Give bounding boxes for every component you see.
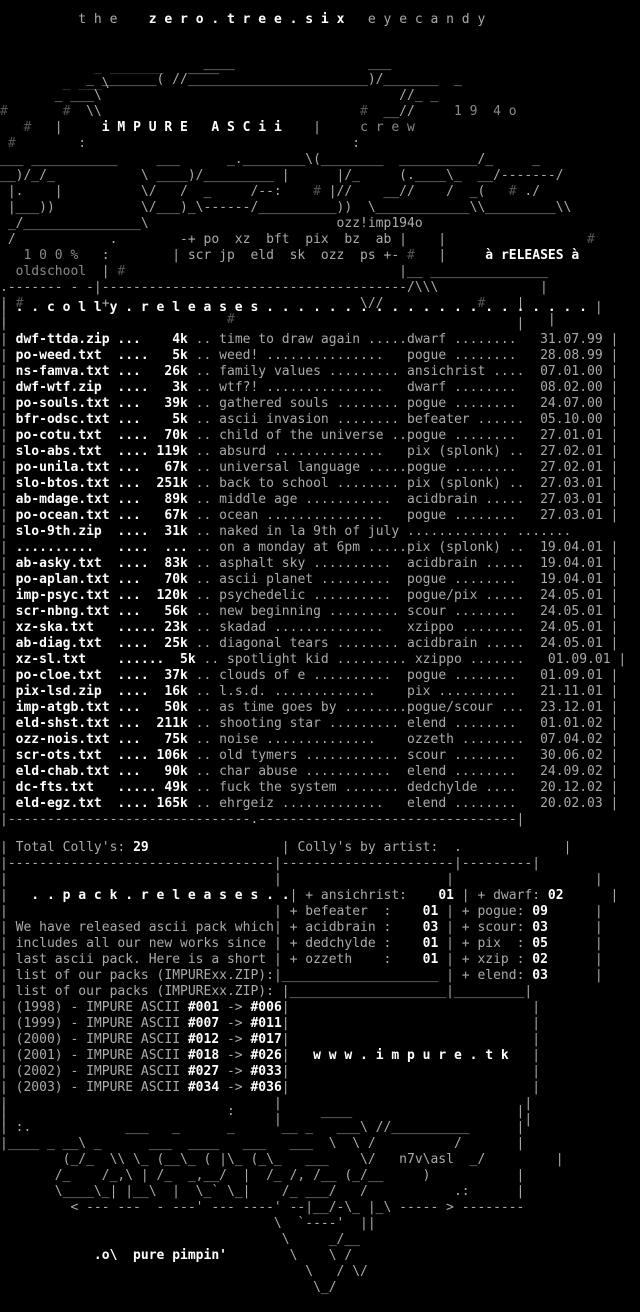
table-row[interactable]: | eld-shst.txt ... 211k .. shooting star…	[0, 716, 619, 731]
table-row[interactable]: | eld-egz.txt .... 165k .. ehrgeiz .....…	[0, 796, 619, 811]
table-row[interactable]: | dc-fts.txt ..... 49k .. fuck the syste…	[0, 780, 619, 795]
footer-signature: n7v\asl	[399, 1152, 454, 1167]
table-row[interactable]: | slo-abs.txt .... 119k .. absurd ......…	[0, 444, 619, 459]
table-row[interactable]: | po-cotu.txt .... 70k .. child of the u…	[0, 428, 619, 443]
table-row[interactable]: | .......... .... ... .. on a monday at …	[0, 540, 619, 555]
table-row[interactable]: | po-cloe.txt .... 37k .. clouds of e ..…	[0, 668, 619, 683]
table-row[interactable]: | scr-nbng.txt ... 56k .. new beginning …	[0, 604, 619, 619]
table-row[interactable]: | dwf-ttda.zip ... 4k .. time to draw ag…	[0, 332, 619, 347]
table-row[interactable]: | ab-mdage.txt ... 89k .. middle age ...…	[0, 492, 619, 507]
footer-ascii-art: | : ____ | | :. ___ _ _ __ _ ___\ //____…	[0, 1104, 564, 1295]
table-row[interactable]: | po-ocean.txt ... 67k .. ocean ........…	[0, 508, 619, 523]
table-row[interactable]: | po-souls.txt ... 39k .. gathered souls…	[0, 396, 619, 411]
title-center: z e r o . t r e e . s i x	[148, 12, 345, 27]
table-row[interactable]: | slo-btos.txt ... 251k .. back to schoo…	[0, 476, 619, 491]
page-title: t h e z e r o . t r e e . s i x e y e c …	[0, 12, 640, 28]
table-row[interactable]: | ns-famva.txt ... 26k .. family values …	[0, 364, 619, 379]
footer-tagline: .o\ pure pimpin'	[93, 1248, 227, 1263]
table-row[interactable]: | pix-lsd.zip .... 16k .. l.s.d. .......…	[0, 684, 619, 699]
table-row[interactable]: | po-unila.txt ... 67k .. universal lang…	[0, 460, 619, 475]
release-list: | dwf-ttda.zip ... 4k .. time to draw ag…	[0, 332, 640, 812]
table-row[interactable]: | ozz-nois.txt ... 75k .. noise ........…	[0, 732, 619, 747]
table-row[interactable]: | bfr-odsc.txt ... 5k .. ascii invasion …	[0, 412, 619, 427]
table-row[interactable]: | po-weed.txt .... 5k .. weed! .........…	[0, 348, 619, 363]
table-row[interactable]: | scr-ots.txt .... 106k .. old tymers ..…	[0, 748, 619, 763]
title-right: e y e c a n d y	[367, 12, 486, 27]
stats-and-packs-section: | Total Colly's: 29 | Colly's by artist:…	[0, 840, 619, 1127]
title-left: t h e	[78, 12, 118, 27]
logo-ascii-art: _ _______ ____ _ ___\	[0, 60, 220, 91]
table-row[interactable]: | imp-atgb.txt ... 50k .. as time goes b…	[0, 700, 619, 715]
colly-releases-section: | . . c o l l y . r e l e a s e s . . . …	[0, 300, 640, 828]
table-row[interactable]: | imp-psyc.txt ... 120k .. psychedelic .…	[0, 588, 619, 603]
table-row[interactable]: | dwf-wtf.zip .... 3k .. wtf?! .........…	[0, 380, 619, 395]
table-row[interactable]: | ab-diag.txt .... 25k .. diagonal tears…	[0, 636, 619, 651]
releases-heading: . . c o l l y . r e l e a s e s . . . . …	[15, 300, 588, 315]
logo-art-grid: ____ ___ _ _______( //__________________…	[0, 56, 595, 327]
table-row[interactable]: | slo-9th.zip .... 31k .. naked in la 9t…	[0, 524, 640, 539]
table-row[interactable]: | ab-asky.txt .... 83k .. asphalt sky ..…	[0, 556, 619, 571]
table-row[interactable]: | xz-ska.txt ..... 23k .. skadad .......…	[0, 620, 619, 635]
table-row[interactable]: | xz-sl.txt ...... 5k .. spotlight kid .…	[0, 652, 627, 667]
table-row[interactable]: | po-aplan.txt ... 70k .. ascii planet .…	[0, 572, 619, 587]
table-row[interactable]: | eld-chab.txt ... 90k .. char abuse ...…	[0, 764, 619, 779]
